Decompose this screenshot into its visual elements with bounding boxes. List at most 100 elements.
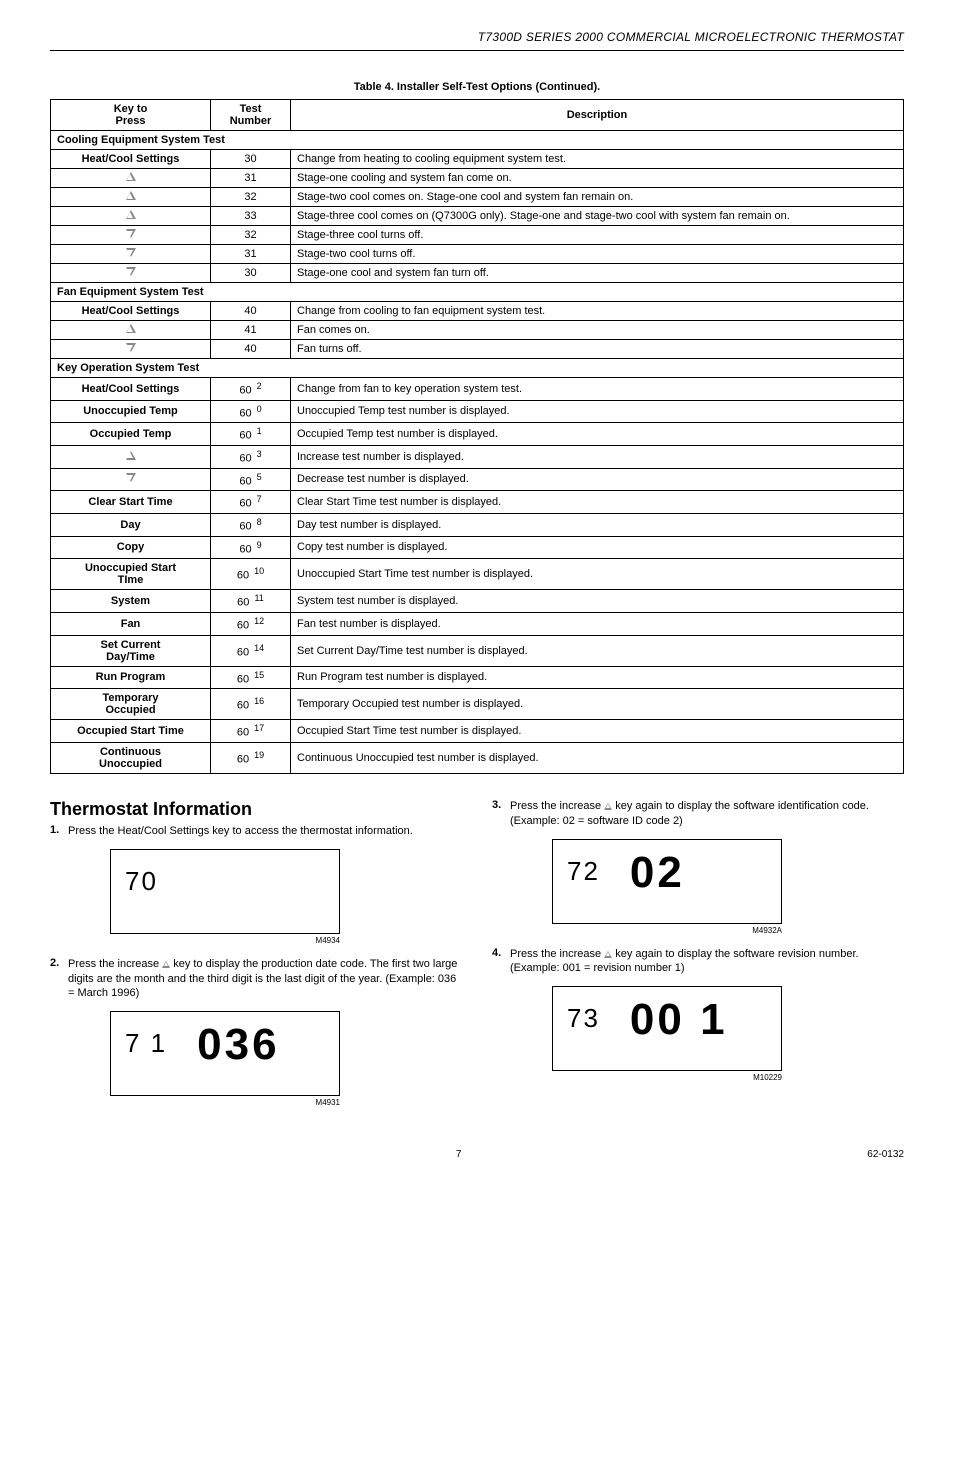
lcd-4-code: M10229 — [552, 1073, 782, 1082]
desc-cell: Change from heating to cooling equipment… — [291, 150, 904, 169]
increase-icon — [604, 951, 612, 958]
test-cell: 40 — [211, 340, 291, 359]
lcd-3-code: M4932A — [552, 926, 782, 935]
lcd-1: 70 — [110, 849, 340, 934]
test-cell: 60 5 — [211, 468, 291, 491]
key-cell — [51, 226, 211, 245]
table-row: 40Fan turns off. — [51, 340, 904, 359]
table-row: Day60 8Day test number is displayed. — [51, 513, 904, 536]
increase-icon — [604, 803, 612, 810]
key-cell — [51, 264, 211, 283]
test-cell: 60 7 — [211, 491, 291, 514]
triangle-down-icon — [126, 267, 136, 276]
desc-cell: Occupied Temp test number is displayed. — [291, 423, 904, 446]
key-cell — [51, 468, 211, 491]
key-cell — [51, 245, 211, 264]
table-row: 31Stage-two cool turns off. — [51, 245, 904, 264]
section-title: Key Operation System Test — [51, 359, 904, 378]
key-cell: Copy — [51, 536, 211, 559]
section-title: Fan Equipment System Test — [51, 283, 904, 302]
table-row: Copy60 9Copy test number is displayed. — [51, 536, 904, 559]
table-row: System60 11System test number is display… — [51, 590, 904, 613]
step-2: 2. Press the increase key to display the… — [50, 957, 462, 1002]
desc-cell: Run Program test number is displayed. — [291, 666, 904, 689]
test-cell: 60 16 — [211, 689, 291, 720]
desc-cell: Stage-one cooling and system fan come on… — [291, 169, 904, 188]
desc-cell: Stage-two cool comes on. Stage-one cool … — [291, 188, 904, 207]
triangle-down-icon — [126, 473, 136, 482]
page-number: 7 — [456, 1149, 462, 1160]
key-cell — [51, 445, 211, 468]
table-row: Occupied Temp60 1Occupied Temp test numb… — [51, 423, 904, 446]
key-cell: Occupied Start Time — [51, 720, 211, 743]
desc-cell: Set Current Day/Time test number is disp… — [291, 635, 904, 666]
key-cell — [51, 188, 211, 207]
table-row: 60 3Increase test number is displayed. — [51, 445, 904, 468]
table-row: Occupied Start Time60 17Occupied Start T… — [51, 720, 904, 743]
desc-cell: System test number is displayed. — [291, 590, 904, 613]
desc-cell: Change from cooling to fan equipment sys… — [291, 302, 904, 321]
test-cell: 32 — [211, 188, 291, 207]
desc-cell: Continuous Unoccupied test number is dis… — [291, 742, 904, 773]
table-row: Set Current Day/Time60 14Set Current Day… — [51, 635, 904, 666]
test-cell: 60 3 — [211, 445, 291, 468]
table-row: Unoccupied Temp60 0Unoccupied Temp test … — [51, 400, 904, 423]
table-row: Unoccupied Start TIme60 10Unoccupied Sta… — [51, 559, 904, 590]
key-cell: Unoccupied Temp — [51, 400, 211, 423]
desc-cell: Unoccupied Temp test number is displayed… — [291, 400, 904, 423]
desc-cell: Day test number is displayed. — [291, 513, 904, 536]
triangle-up-icon — [126, 210, 136, 219]
triangle-up-icon — [126, 172, 136, 181]
key-cell — [51, 169, 211, 188]
test-cell: 60 14 — [211, 635, 291, 666]
desc-cell: Unoccupied Start Time test number is dis… — [291, 559, 904, 590]
table-row: Run Program60 15Run Program test number … — [51, 666, 904, 689]
key-cell: Continuous Unoccupied — [51, 742, 211, 773]
lcd-3: 72 02 — [552, 839, 782, 924]
lcd-2-code: M4931 — [110, 1098, 340, 1107]
lcd-4: 73 00 1 — [552, 986, 782, 1071]
test-cell: 60 19 — [211, 742, 291, 773]
table-row: Continuous Unoccupied60 19Continuous Uno… — [51, 742, 904, 773]
test-cell: 30 — [211, 264, 291, 283]
key-cell: Heat/Cool Settings — [51, 150, 211, 169]
test-cell: 60 2 — [211, 378, 291, 401]
test-cell: 30 — [211, 150, 291, 169]
test-cell: 40 — [211, 302, 291, 321]
key-cell: Occupied Temp — [51, 423, 211, 446]
table-caption: Table 4. Installer Self-Test Options (Co… — [50, 81, 904, 93]
table-row: 31Stage-one cooling and system fan come … — [51, 169, 904, 188]
table-row: 41Fan comes on. — [51, 321, 904, 340]
table-row: 33Stage-three cool comes on (Q7300G only… — [51, 207, 904, 226]
section-title: Cooling Equipment System Test — [51, 131, 904, 150]
table-row: 60 5Decrease test number is displayed. — [51, 468, 904, 491]
desc-cell: Fan turns off. — [291, 340, 904, 359]
key-cell: Day — [51, 513, 211, 536]
doc-number: 62-0132 — [867, 1149, 904, 1160]
table-row: Fan60 12Fan test number is displayed. — [51, 612, 904, 635]
key-cell: Temporary Occupied — [51, 689, 211, 720]
key-cell: Unoccupied Start TIme — [51, 559, 211, 590]
increase-icon — [162, 961, 170, 968]
desc-cell: Stage-three cool turns off. — [291, 226, 904, 245]
test-cell: 31 — [211, 169, 291, 188]
test-cell: 31 — [211, 245, 291, 264]
table-row: Heat/Cool Settings40Change from cooling … — [51, 302, 904, 321]
key-cell — [51, 340, 211, 359]
lcd-1-code: M4934 — [110, 936, 340, 945]
test-cell: 60 11 — [211, 590, 291, 613]
desc-cell: Stage-two cool turns off. — [291, 245, 904, 264]
test-cell: 60 15 — [211, 666, 291, 689]
key-cell: Heat/Cool Settings — [51, 378, 211, 401]
triangle-down-icon — [126, 248, 136, 257]
triangle-up-icon — [126, 191, 136, 200]
header-desc: Description — [291, 100, 904, 131]
key-cell: System — [51, 590, 211, 613]
header-key: Key to Press — [51, 100, 211, 131]
test-cell: 33 — [211, 207, 291, 226]
header-test: Test Number — [211, 100, 291, 131]
key-cell — [51, 207, 211, 226]
key-cell: Clear Start Time — [51, 491, 211, 514]
test-cell: 60 9 — [211, 536, 291, 559]
desc-cell: Stage-one cool and system fan turn off. — [291, 264, 904, 283]
